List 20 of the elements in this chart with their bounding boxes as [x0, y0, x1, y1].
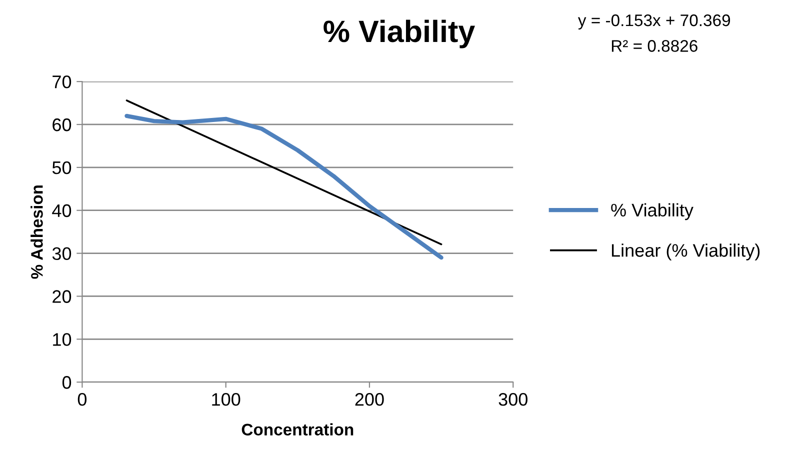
y-axis-title: % Adhesion [30, 185, 43, 279]
x-tick-label: 200 [355, 393, 384, 406]
text: y = -0.153x + 70.369 [578, 14, 730, 30]
y-tick-label: 20 [52, 290, 72, 303]
y-tick-label: 0 [62, 376, 72, 389]
y-tick-label: 30 [52, 247, 72, 260]
x-tick-label: 300 [498, 393, 528, 406]
legend-label: % Viability [611, 203, 694, 220]
x-axis-title: Concentration [242, 423, 354, 436]
x-tick-label: 100 [212, 393, 240, 406]
y-tick-label: 70 [52, 75, 72, 88]
y-tick-label: 40 [52, 204, 72, 218]
line-series [124, 114, 444, 260]
x-tick-label: 0 [78, 393, 87, 406]
legend-label: Linear (% Viability) [612, 244, 760, 260]
chart-title: % Viability [324, 20, 475, 48]
y-tick-label: 60 [52, 118, 72, 132]
y-tick-label: 50 [52, 161, 72, 174]
y-tick-label: 10 [53, 333, 72, 346]
text: R² = 0.8826 [612, 40, 698, 52]
